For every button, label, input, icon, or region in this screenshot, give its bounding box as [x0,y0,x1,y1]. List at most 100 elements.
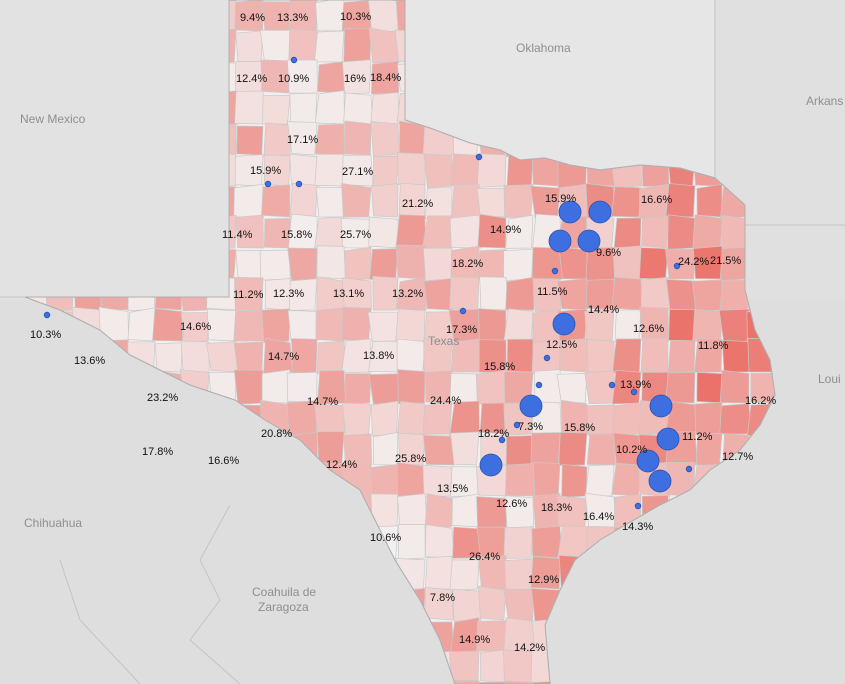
county-shape[interactable] [236,125,264,156]
county-shape[interactable] [504,495,534,529]
county-shape[interactable] [233,183,264,218]
county-shape[interactable] [289,154,320,187]
city-marker-houston-north[interactable] [649,394,673,418]
county-shape[interactable] [206,341,239,373]
city-marker-houston[interactable] [636,449,660,473]
county-shape[interactable] [259,249,291,281]
city-marker-dallas-west[interactable] [558,200,582,224]
county-shape[interactable] [398,524,426,560]
county-shape[interactable] [750,373,777,404]
county-shape[interactable] [342,59,372,94]
county-shape[interactable] [261,369,291,404]
county-shape[interactable] [453,679,481,684]
county-shape[interactable] [718,308,750,343]
county-shape[interactable] [315,187,345,218]
city-marker-houston-south[interactable] [648,469,672,493]
city-marker-temple[interactable] [551,267,559,275]
county-shape[interactable] [476,681,507,684]
county-shape[interactable] [343,28,372,64]
county-shape[interactable] [316,245,346,280]
county-shape[interactable] [694,401,723,436]
city-marker-san-antonio[interactable] [479,453,503,477]
county-shape[interactable] [719,403,752,435]
city-marker-dallas-south[interactable] [577,229,601,253]
city-marker-abilene[interactable] [459,307,467,315]
county-shape[interactable] [692,309,723,342]
county-shape[interactable] [342,402,372,436]
county-shape[interactable] [451,493,481,528]
county-shape[interactable] [367,0,400,33]
county-shape[interactable] [505,463,536,497]
county-shape[interactable] [586,338,616,373]
county-shape[interactable] [505,435,534,466]
county-shape[interactable] [613,217,642,249]
county-shape[interactable] [287,121,318,156]
county-shape[interactable] [424,587,454,621]
county-shape[interactable] [314,404,345,436]
county-shape[interactable] [287,59,318,94]
county-shape[interactable] [397,152,426,187]
county-shape[interactable] [665,371,696,404]
county-shape[interactable] [450,183,482,219]
county-shape[interactable] [341,306,372,342]
county-shape[interactable] [449,214,482,249]
county-shape[interactable] [450,431,480,466]
county-shape[interactable] [343,92,374,125]
county-shape[interactable] [423,278,454,311]
county-shape[interactable] [422,215,453,249]
county-shape[interactable] [503,308,534,342]
county-shape[interactable] [344,246,372,280]
county-shape[interactable] [343,433,372,466]
county-shape[interactable] [422,464,453,498]
county-shape[interactable] [314,90,345,125]
city-marker-lubbock-east[interactable] [295,180,303,188]
county-shape[interactable] [395,308,426,342]
county-shape[interactable] [261,184,291,218]
city-marker-lubbock-west[interactable] [264,180,272,188]
county-shape[interactable] [235,30,264,63]
county-shape[interactable] [479,276,509,311]
county-shape[interactable] [479,649,507,683]
county-shape[interactable] [155,342,183,373]
county-shape[interactable] [611,402,642,436]
county-shape[interactable] [476,496,507,528]
county-shape[interactable] [289,278,318,311]
county-shape[interactable] [505,214,534,249]
county-shape[interactable] [368,27,401,64]
county-shape[interactable] [397,493,428,528]
county-shape[interactable] [235,214,264,249]
county-shape[interactable] [530,432,561,466]
county-shape[interactable] [696,183,723,218]
county-shape[interactable] [344,120,372,156]
county-shape[interactable] [532,462,561,499]
county-shape[interactable] [449,276,480,311]
county-shape[interactable] [611,463,642,497]
county-shape[interactable] [368,216,400,249]
county-shape[interactable] [531,525,563,559]
county-shape[interactable] [233,310,265,342]
county-shape[interactable] [235,249,264,280]
county-shape[interactable] [639,247,669,280]
county-shape[interactable] [503,526,534,559]
county-shape[interactable] [396,276,427,311]
county-shape[interactable] [289,92,318,127]
city-marker-san-marcos[interactable] [513,421,521,429]
county-shape[interactable] [694,338,723,373]
city-marker-austin[interactable] [519,394,543,418]
county-shape[interactable] [503,588,534,622]
city-marker-dallas-east[interactable] [588,200,612,224]
county-shape[interactable] [370,121,400,156]
county-shape[interactable] [503,184,534,218]
county-shape[interactable] [478,308,507,343]
county-shape[interactable] [667,339,696,374]
county-shape[interactable] [641,215,669,249]
county-shape[interactable] [665,248,696,280]
county-shape[interactable] [639,306,670,342]
county-shape[interactable] [180,340,210,373]
county-shape[interactable] [399,120,426,156]
county-shape[interactable] [259,29,293,63]
county-shape[interactable] [531,247,563,281]
county-shape[interactable] [452,588,482,622]
county-shape[interactable] [180,311,210,344]
county-shape[interactable] [314,123,345,156]
